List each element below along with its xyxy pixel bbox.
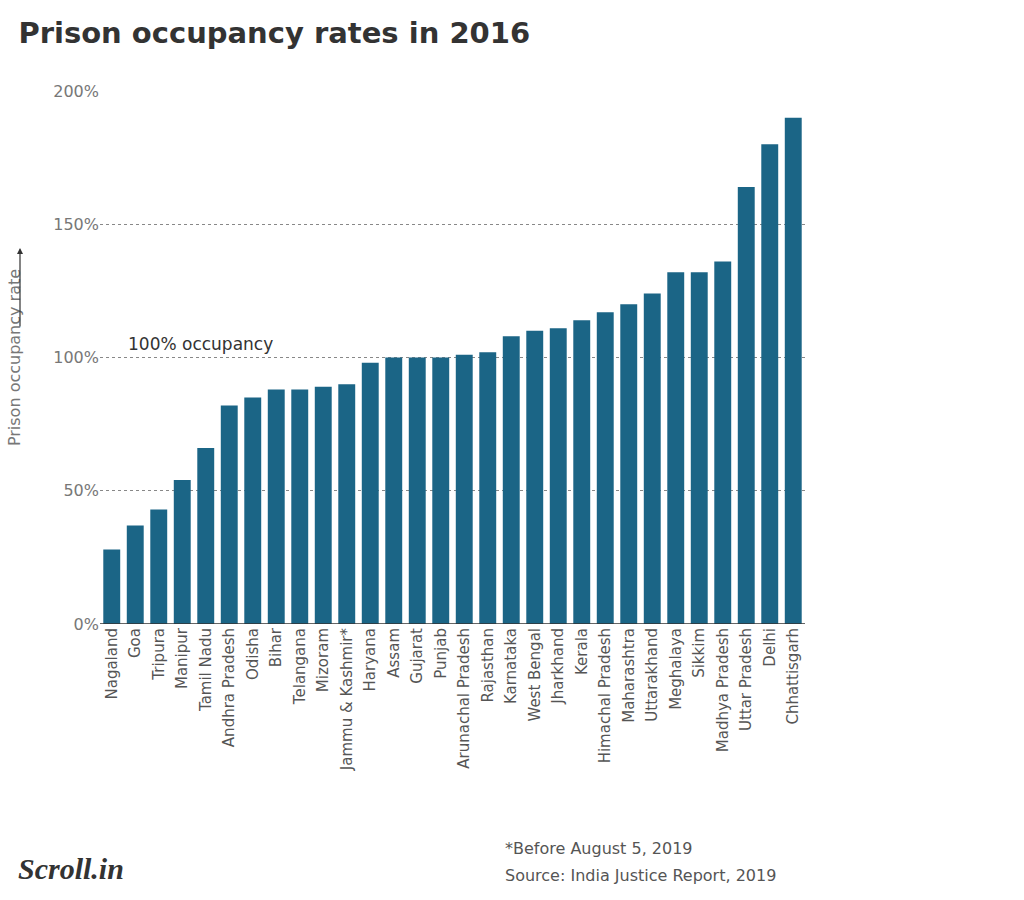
svg-text:0%: 0% — [74, 615, 99, 634]
svg-text:Goa: Goa — [126, 628, 144, 658]
svg-text:150%: 150% — [53, 215, 99, 234]
svg-text:Kerala: Kerala — [573, 628, 591, 675]
svg-text:Prison occupancy rates in 2016: Prison occupancy rates in 2016 — [18, 16, 530, 50]
svg-text:West Bengal: West Bengal — [526, 628, 544, 722]
svg-text:Tripura: Tripura — [150, 628, 168, 681]
svg-text:50%: 50% — [63, 481, 99, 500]
svg-text:Telangana: Telangana — [291, 628, 309, 705]
svg-text:100%: 100% — [53, 348, 99, 367]
svg-text:Sikkim: Sikkim — [690, 628, 708, 678]
svg-text:Uttarakhand: Uttarakhand — [643, 628, 661, 722]
svg-text:Jharkhand: Jharkhand — [549, 628, 567, 705]
svg-text:Rajasthan: Rajasthan — [479, 628, 497, 703]
svg-text:Source: India Justice Report,: Source: India Justice Report, 2019 — [505, 866, 776, 885]
svg-text:Assam: Assam — [385, 628, 403, 678]
svg-text:Prison occupancy rate: Prison occupancy rate — [5, 269, 24, 446]
svg-text:Meghalaya: Meghalaya — [667, 628, 685, 710]
svg-text:Uttar Pradesh: Uttar Pradesh — [737, 628, 755, 731]
svg-text:Arunachal Pradesh: Arunachal Pradesh — [455, 628, 473, 769]
svg-text:Bihar: Bihar — [267, 627, 285, 667]
svg-text:Punjab: Punjab — [432, 628, 450, 679]
svg-text:Mizoram: Mizoram — [314, 628, 332, 692]
svg-text:Gujarat: Gujarat — [408, 628, 426, 684]
svg-text:Delhi: Delhi — [761, 628, 779, 667]
svg-text:Haryana: Haryana — [361, 628, 379, 691]
svg-text:200%: 200% — [53, 82, 99, 101]
svg-text:Odisha: Odisha — [244, 628, 262, 680]
svg-text:Karnataka: Karnataka — [502, 628, 520, 704]
svg-text:Maharashtra: Maharashtra — [620, 628, 638, 723]
svg-text:Andhra Pradesh: Andhra Pradesh — [220, 628, 238, 747]
svg-text:Nagaland: Nagaland — [103, 628, 121, 700]
svg-text:Jammu & Kashmir*: Jammu & Kashmir* — [338, 628, 356, 772]
svg-text:100% occupancy: 100% occupancy — [128, 334, 273, 354]
svg-text:*Before August 5, 2019: *Before August 5, 2019 — [505, 839, 693, 858]
svg-text:Madhya Pradesh: Madhya Pradesh — [714, 628, 732, 752]
svg-text:Himachal Pradesh: Himachal Pradesh — [596, 628, 614, 763]
svg-text:Manipur: Manipur — [173, 627, 191, 689]
svg-text:Tamil Nadu: Tamil Nadu — [197, 628, 215, 712]
svg-text:Scroll.in: Scroll.in — [18, 852, 124, 885]
svg-text:Chhattisgarh: Chhattisgarh — [784, 628, 802, 725]
